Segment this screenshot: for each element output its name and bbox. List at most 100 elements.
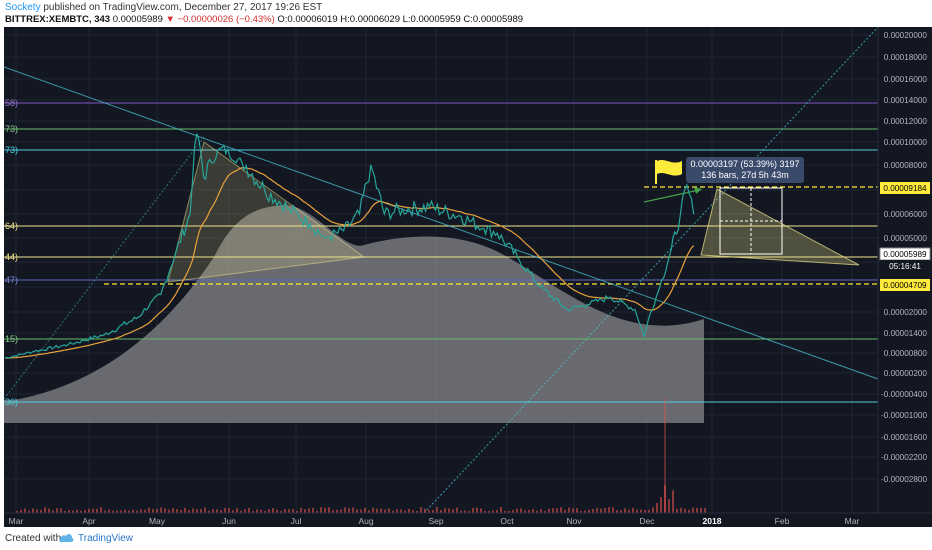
volume-bar [280,510,282,513]
publish-line: Sockety published on TradingView.com, De… [5,2,322,13]
price-axis-label: -0.00002200 [881,453,927,462]
volume-bar [400,509,402,513]
volume-bar [204,507,206,513]
volume-bar [144,509,146,513]
volume-bar [696,507,698,513]
volume-bar [412,510,414,513]
symbol-label: BITTREX:XEMBTC, 343 [5,14,111,25]
open-value: O:0.00006019 [277,14,338,25]
volume-bar [576,508,578,513]
chart-header: Sockety published on TradingView.com, De… [0,0,932,27]
volume-bar [88,509,90,513]
volume-bar [52,510,54,513]
ohlc-line: BITTREX:XEMBTC, 343 0.00005989 ▼ −0.0000… [5,14,523,25]
flag-icon [655,159,682,184]
volume-bar [428,510,430,513]
volume-bar [480,508,482,513]
volume-bar [572,508,574,513]
price-tag-box [880,260,930,272]
volume-bar [692,507,694,513]
chart-area[interactable]: 0.00003197 (53.39%) 3197 136 bars, 27d 5… [3,26,932,527]
created-with-text: Created with [5,533,62,544]
volume-bar [432,510,434,513]
time-axis-label: Mar [845,516,860,526]
footer: Created with TradingView [0,527,932,550]
price-line [4,133,695,359]
price-axis-label: -0.00000400 [881,390,927,399]
measure-label-line2: 136 bars, 27d 5h 43m [701,170,789,180]
price-chart[interactable]: 0.00003197 (53.39%) 3197 136 bars, 27d 5… [3,26,932,527]
volume-bar [104,510,106,513]
volume-bar [236,508,238,513]
volume-bar [608,507,610,513]
volume-bar [256,509,258,513]
volume-bar [128,510,130,513]
volume-bar [384,509,386,513]
volume-bar [300,507,302,513]
volume-bar [660,497,662,513]
triangle-pattern-2 [700,188,860,266]
volume-bar [444,508,446,513]
fib-label: 58) [5,98,18,108]
volume-bar [584,510,586,513]
volume-bar [396,509,398,513]
volume-bar [192,508,194,513]
volume-bar [296,510,298,513]
volume-bar [112,510,114,513]
volume-bar [492,510,494,513]
volume-bar [676,508,678,513]
fib-levels [4,102,878,403]
volume-bar [56,508,58,513]
volume-bar [556,508,558,513]
price-axis-label: 0.00016000 [884,75,928,84]
volume-bar [424,508,426,513]
volume-bar [580,510,582,513]
volume-bar [168,509,170,513]
volume-bar [348,508,350,513]
time-axis-label: Sep [428,516,443,526]
volume-bar [504,510,506,513]
publisher-link[interactable]: Sockety [5,2,41,13]
volume-bar [60,508,62,513]
volume-bar [520,508,522,513]
volume-bar [48,508,50,513]
price-tag-label: 0.00004709 [883,281,927,290]
price-axis-label: 0.00010000 [884,138,928,147]
volume-bar [224,507,226,513]
volume-bar [68,510,70,513]
fib-label: 73) [5,124,18,134]
volume-bar [668,499,670,513]
volume-bar [620,510,622,513]
price-axis-label: 0.00000800 [884,349,928,358]
price-axis-label: -0.00001600 [881,433,927,442]
volume-bar [116,510,118,513]
tradingview-logo-icon[interactable] [58,530,74,544]
volume-bar [232,510,234,513]
tradingview-link[interactable]: TradingView [78,533,134,544]
time-axis-label: Jun [222,516,236,526]
arrow-line [643,189,700,203]
volume-bar [188,509,190,513]
price-tag-label: 0.00009184 [883,184,927,193]
volume-bar [316,510,318,513]
volume-bar [332,510,334,513]
volume-bar [340,509,342,513]
volume-bar [148,507,150,513]
volume-bar [512,510,514,513]
published-text: published on TradingView.com, December 2… [43,2,323,13]
volume-bar [64,510,66,513]
volume-bar [680,507,682,513]
volume-bar [372,507,374,513]
high-value: H:0.00006029 [340,14,400,25]
fib-label: 73) [5,145,18,155]
volume-bar [344,507,346,513]
volume-profile [4,205,704,423]
volume-bar [212,509,214,513]
volume-bar [612,507,614,513]
volume-bar [108,509,110,513]
volume-bar [284,509,286,513]
price-axis-label: 0.00006000 [884,210,928,219]
volume-bar [96,508,98,513]
volume-bar [516,508,518,513]
volume-bar [464,510,466,513]
